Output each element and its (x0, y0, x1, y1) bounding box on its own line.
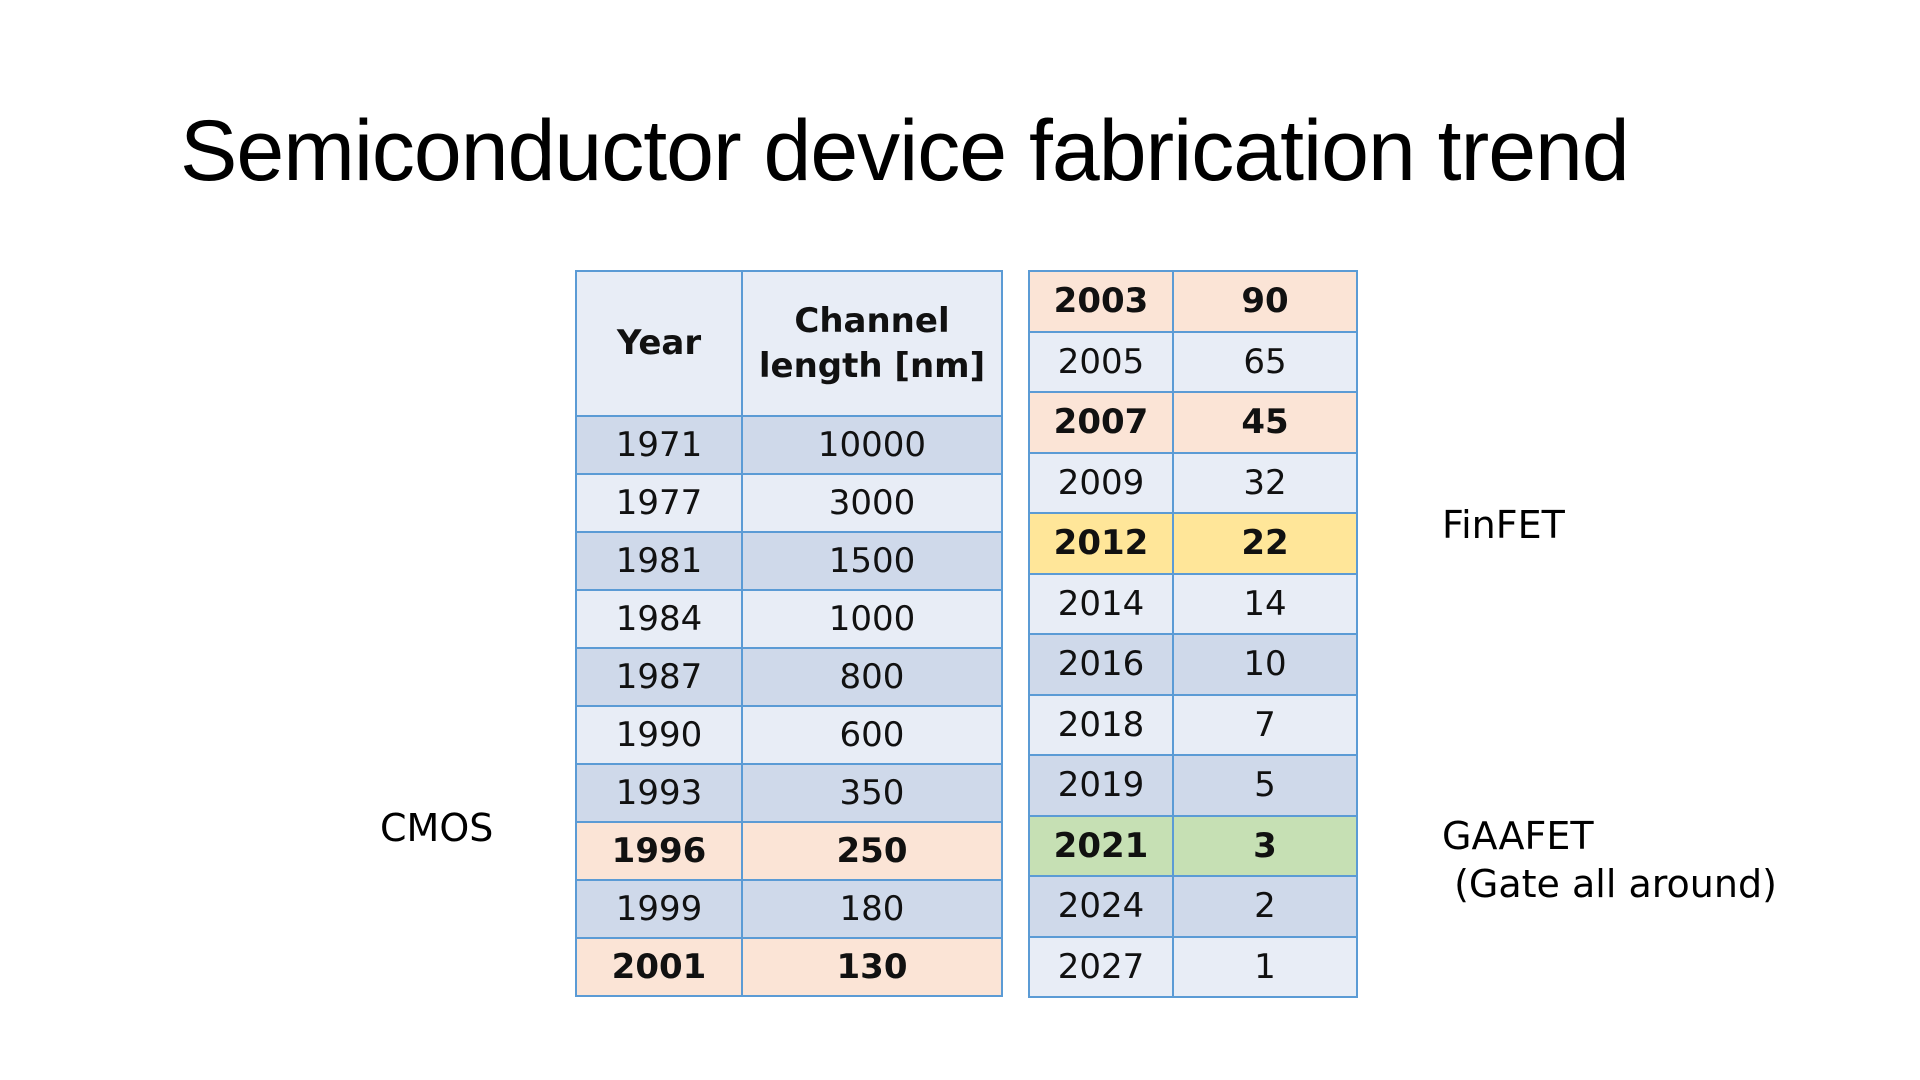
channel-length-cell: 32 (1172, 451, 1358, 514)
gaafet-label-line1: GAAFET (1442, 814, 1594, 858)
table-row: 2009 32 (1028, 451, 1358, 514)
channel-length-cell: 45 (1172, 391, 1358, 454)
channel-length-cell: 14 (1172, 572, 1358, 635)
table-header-row: Year Channel length [nm] (575, 270, 1003, 417)
channel-length-cell: 1 (1172, 935, 1358, 998)
year-cell: 1996 (575, 821, 743, 881)
year-cell: 2024 (1028, 875, 1174, 938)
year-cell: 1977 (575, 473, 743, 533)
channel-length-cell: 22 (1172, 512, 1358, 575)
table-row: 1971 10000 (575, 415, 1003, 475)
year-cell: 2021 (1028, 814, 1174, 877)
table-row: 2024 2 (1028, 875, 1358, 938)
table-row: 1981 1500 (575, 531, 1003, 591)
year-cell: 2019 (1028, 754, 1174, 817)
year-cell: 1987 (575, 647, 743, 707)
year-cell: 2016 (1028, 633, 1174, 696)
table-row: 2016 10 (1028, 633, 1358, 696)
channel-length-cell: 3000 (741, 473, 1003, 533)
channel-length-cell: 250 (741, 821, 1003, 881)
year-cell: 2005 (1028, 330, 1174, 393)
year-cell: 2007 (1028, 391, 1174, 454)
table-row: 2012 22 (1028, 512, 1358, 575)
channel-length-cell: 180 (741, 879, 1003, 939)
channel-length-cell: 5 (1172, 754, 1358, 817)
year-cell: 2027 (1028, 935, 1174, 998)
channel-length-cell: 10 (1172, 633, 1358, 696)
channel-length-cell: 10000 (741, 415, 1003, 475)
year-cell: 2018 (1028, 693, 1174, 756)
table-row: 1993 350 (575, 763, 1003, 823)
channel-length-cell: 1500 (741, 531, 1003, 591)
channel-length-cell: 90 (1172, 270, 1358, 333)
channel-length-cell: 65 (1172, 330, 1358, 393)
table-row: 2019 5 (1028, 754, 1358, 817)
gaafet-label: GAAFET (Gate all around) (1442, 813, 1777, 908)
slide-title: Semiconductor device fabrication trend (180, 103, 1630, 199)
table-row: 1990 600 (575, 705, 1003, 765)
table-row: 2007 45 (1028, 391, 1358, 454)
year-cell: 2012 (1028, 512, 1174, 575)
table-row: 2021 3 (1028, 814, 1358, 877)
year-cell: 1993 (575, 763, 743, 823)
channel-length-cell: 800 (741, 647, 1003, 707)
year-cell: 2009 (1028, 451, 1174, 514)
year-cell: 1981 (575, 531, 743, 591)
year-cell: 2001 (575, 937, 743, 997)
table-row: 2018 7 (1028, 693, 1358, 756)
header-year: Year (575, 270, 743, 417)
table-row: 2027 1 (1028, 935, 1358, 998)
cmos-label: CMOS (380, 806, 494, 850)
year-cell: 1971 (575, 415, 743, 475)
year-cell: 1984 (575, 589, 743, 649)
channel-length-cell: 3 (1172, 814, 1358, 877)
table-row: 2003 90 (1028, 270, 1358, 333)
channel-length-cell: 600 (741, 705, 1003, 765)
table-row: 2001 130 (575, 937, 1003, 997)
table-row: 1987 800 (575, 647, 1003, 707)
channel-length-cell: 7 (1172, 693, 1358, 756)
table-row: 2005 65 (1028, 330, 1358, 393)
year-cell: 2003 (1028, 270, 1174, 333)
channel-length-cell: 350 (741, 763, 1003, 823)
table-row: 1977 3000 (575, 473, 1003, 533)
year-cell: 1990 (575, 705, 743, 765)
gaafet-label-line2: (Gate all around) (1442, 861, 1777, 906)
year-cell: 2014 (1028, 572, 1174, 635)
table-row: 1984 1000 (575, 589, 1003, 649)
table-row: 1999 180 (575, 879, 1003, 939)
year-cell: 1999 (575, 879, 743, 939)
channel-length-table-left: Year Channel length [nm] 1971 10000 1977 30… (575, 270, 1003, 997)
channel-length-table-right: 2003 90 2005 65 2007 45 2009 32 2012 22 2014 14 2016… (1028, 270, 1358, 998)
channel-length-cell: 2 (1172, 875, 1358, 938)
table-row: 2014 14 (1028, 572, 1358, 635)
table-row: 1996 250 (575, 821, 1003, 881)
finfet-label: FinFET (1442, 503, 1565, 547)
channel-length-cell: 1000 (741, 589, 1003, 649)
channel-length-cell: 130 (741, 937, 1003, 997)
header-channel-length: Channel length [nm] (741, 270, 1003, 417)
